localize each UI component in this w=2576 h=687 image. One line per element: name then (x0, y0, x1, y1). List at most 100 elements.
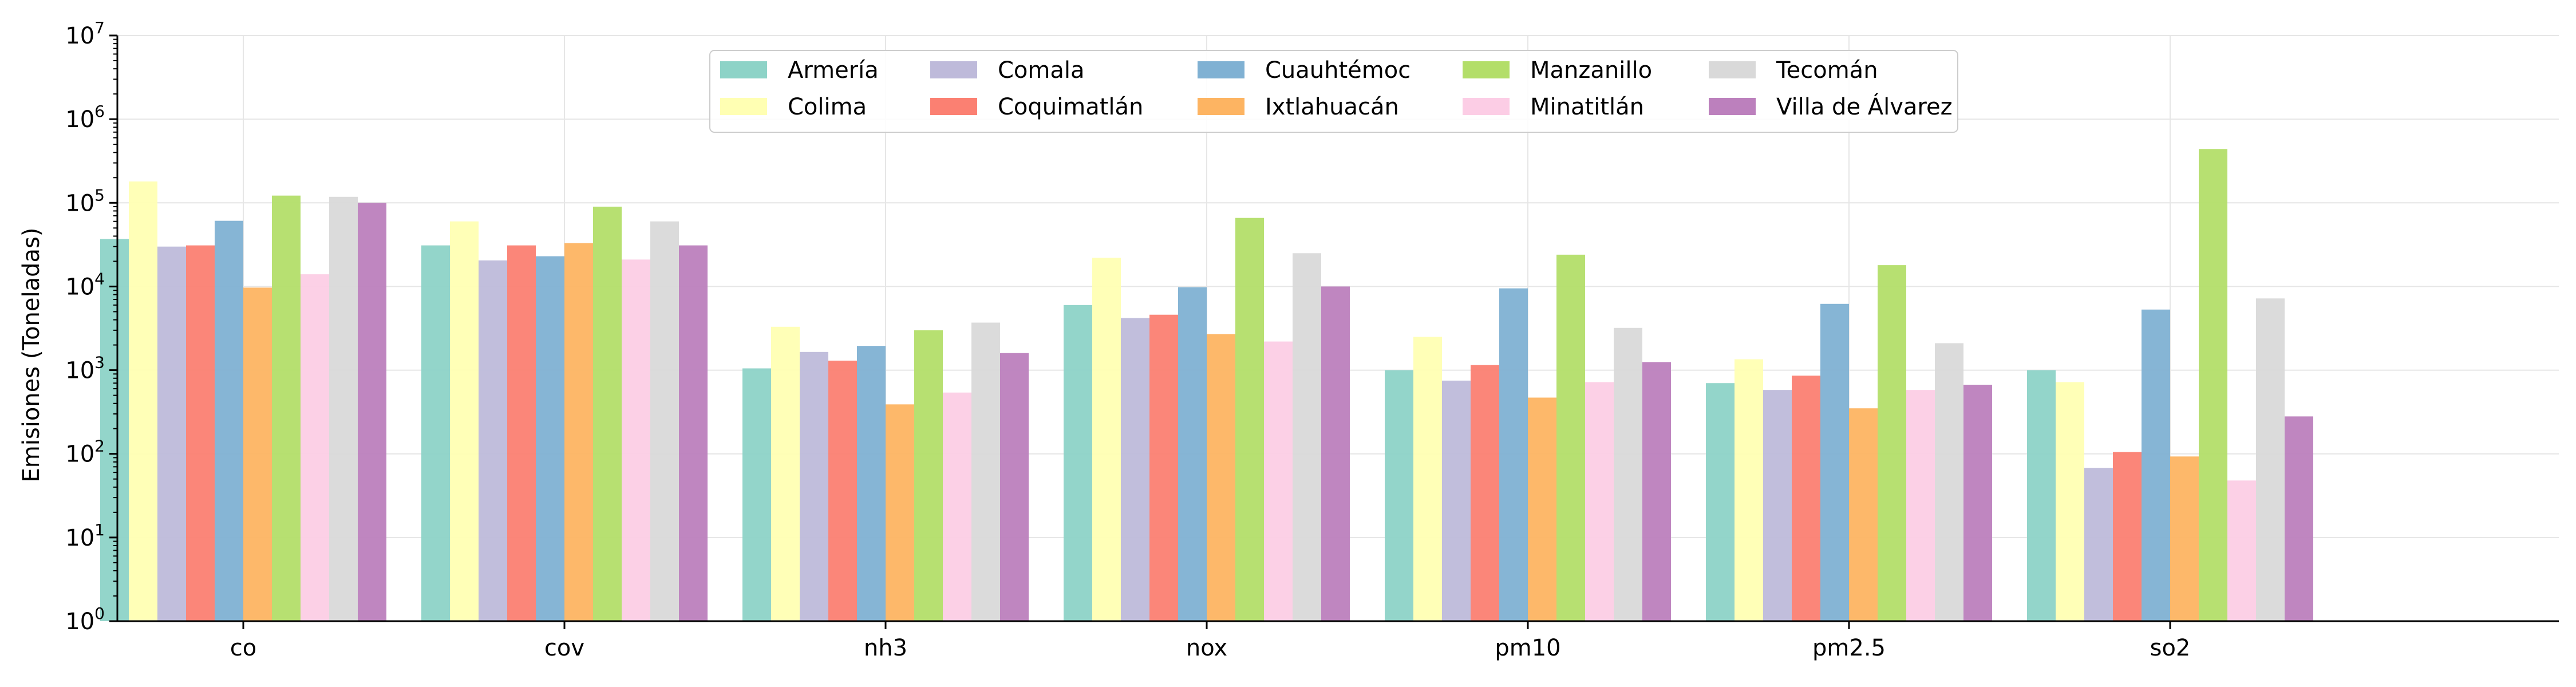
bar (1207, 334, 1235, 621)
bar (857, 346, 886, 621)
x-tick-label: pm2.5 (1812, 635, 1886, 661)
y-tick-label: 104 (65, 269, 105, 300)
legend-swatch (1198, 98, 1244, 115)
bar (1556, 254, 1585, 621)
bar (2227, 480, 2256, 621)
bar (1906, 390, 1935, 621)
y-tick-label: 101 (65, 520, 105, 551)
bar (2142, 309, 2170, 621)
bar (2084, 468, 2113, 621)
y-axis-label: Emisiones (Toneladas) (18, 228, 45, 483)
legend-label: Armería (788, 57, 879, 84)
legend-swatch (930, 98, 977, 115)
legend-label: Manzanillo (1530, 57, 1652, 84)
bar (622, 259, 650, 622)
bar (943, 392, 971, 621)
bar (1499, 288, 1528, 622)
x-tick-label: pm10 (1495, 635, 1560, 661)
bar (421, 245, 450, 621)
bar (828, 360, 857, 621)
bar (507, 245, 536, 621)
bar (1321, 286, 1350, 621)
bar (593, 206, 622, 621)
y-tick-label: 103 (65, 353, 105, 384)
bar (1471, 365, 1499, 621)
bar (2199, 149, 2227, 621)
legend-swatch (1709, 61, 1756, 78)
bar (1792, 376, 1820, 621)
legend-label: Ixtlahuacán (1265, 94, 1399, 120)
bar (479, 260, 507, 621)
bar (1121, 318, 1149, 621)
bar (100, 239, 129, 621)
bar (1385, 370, 1413, 621)
legend-label: Tecomán (1776, 57, 1878, 84)
legend-label: Comala (998, 57, 1085, 84)
bar (1293, 253, 1321, 622)
bar (536, 256, 564, 621)
bar (358, 203, 386, 621)
bar (914, 330, 943, 621)
bar (2256, 298, 2285, 621)
bar (1642, 362, 1671, 621)
x-tick-labels: co cov nh3 nox pm10 pm2.5 so2 (230, 635, 2191, 661)
x-tick-label: cov (544, 635, 584, 661)
bar (679, 245, 708, 621)
bar (2027, 370, 2056, 621)
y-tick-label: 107 (65, 18, 105, 49)
legend-swatch (1198, 61, 1244, 78)
bar (2170, 456, 2199, 621)
bar (1178, 287, 1207, 621)
legend-swatch (930, 61, 977, 78)
y-tick-labels: 100 101 102 103 104 105 106 107 (65, 18, 105, 635)
bar (771, 326, 800, 621)
bar (742, 368, 771, 621)
y-tick-label: 106 (65, 102, 105, 133)
bar (129, 181, 157, 621)
bar (1092, 258, 1121, 621)
bar (1528, 397, 1556, 621)
bar (450, 221, 479, 621)
bar (243, 287, 272, 621)
legend: Armería Colima Comala Coquimatlán Cuauhtémoc… (709, 50, 1958, 133)
bar (1442, 380, 1471, 621)
legend-swatch (720, 98, 767, 115)
bar (2113, 452, 2142, 621)
y-tick-label: 105 (65, 185, 105, 216)
y-tick-label: 100 (65, 604, 105, 635)
bar (971, 322, 1000, 621)
axes (109, 34, 2559, 629)
bar (215, 220, 243, 622)
legend-label: Cuauhtémoc (1265, 57, 1411, 84)
bar (1820, 303, 1849, 621)
bar (1264, 341, 1293, 621)
bar (1235, 218, 1264, 621)
legend-box (709, 50, 1958, 133)
bar (564, 243, 593, 621)
bar (1735, 359, 1763, 621)
legend-swatch (720, 61, 767, 78)
bars (100, 149, 2313, 622)
bar (1000, 353, 1029, 621)
bar (272, 195, 301, 621)
bar (1149, 314, 1178, 621)
bar (1064, 305, 1092, 621)
legend-swatch (1463, 61, 1510, 78)
x-tick-label: co (230, 635, 256, 661)
legend-swatch (1463, 98, 1510, 115)
legend-label: Coquimatlán (998, 94, 1143, 120)
bar (886, 404, 914, 621)
bar (800, 352, 828, 621)
bar (1585, 382, 1614, 621)
bar (301, 274, 329, 621)
bar (157, 246, 186, 622)
bar (1413, 337, 1442, 621)
bar (1614, 327, 1642, 621)
y-tick-label: 102 (65, 437, 105, 468)
bar (1706, 383, 1735, 621)
legend-label: Villa de Álvarez (1776, 93, 1953, 120)
bar (2285, 416, 2313, 621)
x-tick-label: nh3 (864, 635, 907, 661)
bar (186, 245, 215, 621)
